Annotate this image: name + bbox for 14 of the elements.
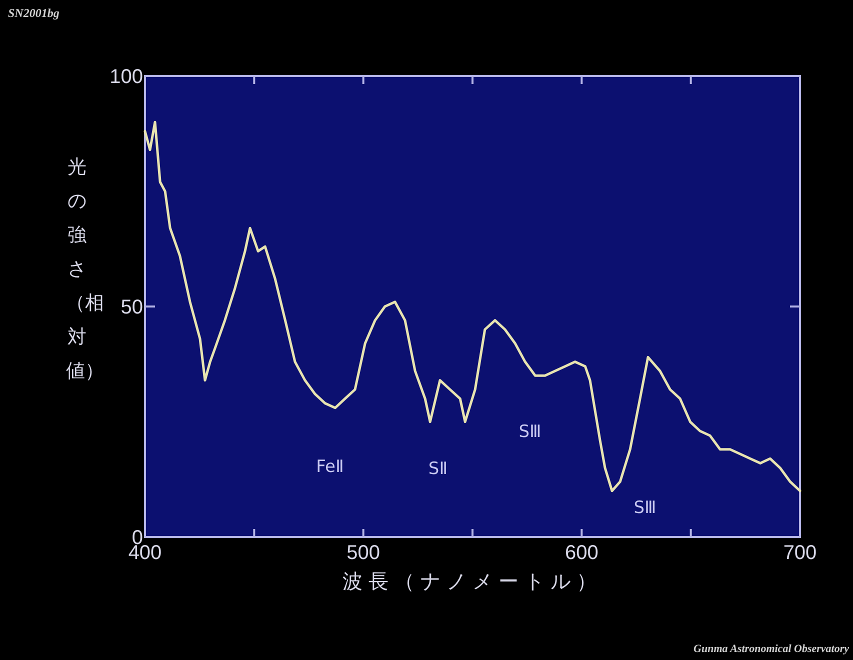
text: Gunma Astronomical Observatory bbox=[694, 643, 850, 655]
y-axis-title: 光の強さ（相対値） bbox=[66, 155, 104, 384]
line-series bbox=[144, 120, 802, 492]
x-tick-label: 500 bbox=[346, 542, 380, 564]
annotation: FeⅡ bbox=[316, 457, 344, 477]
x-axis-title: 波長（ナノメートル） bbox=[342, 569, 602, 593]
text: SN2001bg bbox=[8, 6, 60, 20]
annotation: SⅢ bbox=[518, 422, 542, 442]
x-tick-label: 600 bbox=[564, 542, 598, 564]
annotation: SⅢ bbox=[634, 498, 656, 518]
annotation: SⅡ bbox=[428, 459, 448, 479]
y-tick-label: 100 bbox=[110, 66, 143, 88]
y-tick-label: 50 bbox=[120, 296, 143, 318]
x-tick-label: 700 bbox=[783, 542, 817, 564]
